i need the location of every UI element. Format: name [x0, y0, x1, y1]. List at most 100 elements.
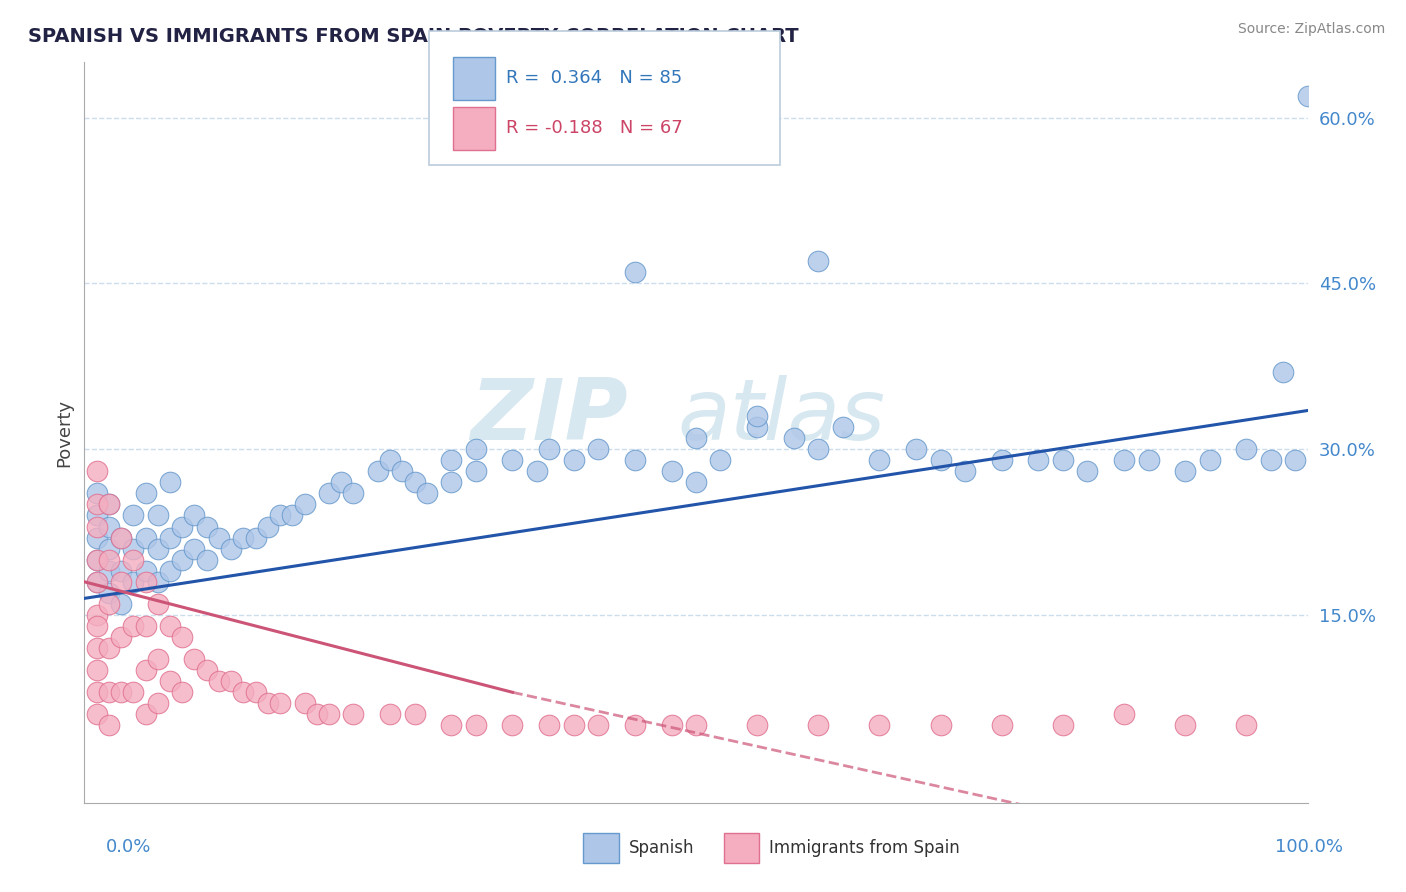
Text: R = -0.188   N = 67: R = -0.188 N = 67: [506, 120, 683, 137]
Point: [135, 619, 157, 633]
Point: [869, 718, 891, 732]
Point: [929, 453, 952, 467]
Point: [624, 265, 647, 279]
Point: [807, 718, 830, 732]
Point: [172, 630, 194, 644]
Point: [586, 718, 609, 732]
Point: [208, 674, 231, 689]
Point: [110, 574, 132, 589]
Point: [416, 486, 439, 500]
Point: [245, 531, 267, 545]
Point: [502, 718, 524, 732]
Point: [110, 531, 132, 545]
Point: [97, 498, 120, 512]
Point: [159, 475, 181, 490]
Point: [97, 564, 120, 578]
Point: [135, 707, 157, 722]
Point: [135, 486, 157, 500]
Point: [172, 552, 194, 566]
Point: [783, 431, 806, 445]
Point: [97, 641, 120, 656]
Point: [86, 486, 108, 500]
Point: [183, 541, 205, 556]
Point: [269, 697, 291, 711]
Point: [1236, 442, 1258, 457]
Point: [86, 552, 108, 566]
Point: [86, 574, 108, 589]
Point: [122, 619, 145, 633]
Point: [1137, 453, 1160, 467]
Point: [1296, 88, 1319, 103]
Point: [502, 453, 524, 467]
Point: [526, 464, 548, 478]
Point: [183, 652, 205, 666]
Point: [110, 685, 132, 699]
Point: [159, 531, 181, 545]
Point: [122, 574, 145, 589]
Point: [195, 519, 218, 533]
Point: [807, 442, 830, 457]
Point: [86, 464, 108, 478]
Point: [135, 531, 157, 545]
Point: [538, 442, 561, 457]
Point: [86, 531, 108, 545]
Point: [342, 707, 364, 722]
Point: [391, 464, 413, 478]
Point: [1174, 718, 1197, 732]
Point: [1236, 718, 1258, 732]
Point: [86, 685, 108, 699]
Point: [257, 519, 280, 533]
Point: [195, 552, 218, 566]
Point: [318, 707, 340, 722]
Point: [562, 453, 585, 467]
Point: [110, 564, 132, 578]
Point: [440, 718, 463, 732]
Text: SPANISH VS IMMIGRANTS FROM SPAIN POVERTY CORRELATION CHART: SPANISH VS IMMIGRANTS FROM SPAIN POVERTY…: [28, 27, 799, 45]
Point: [257, 697, 280, 711]
Point: [1052, 453, 1074, 467]
Point: [86, 641, 108, 656]
Point: [97, 519, 120, 533]
Point: [991, 718, 1014, 732]
Point: [135, 663, 157, 677]
Point: [342, 486, 364, 500]
Point: [86, 574, 108, 589]
Point: [1198, 453, 1220, 467]
Point: [747, 718, 769, 732]
Point: [172, 519, 194, 533]
Point: [159, 674, 181, 689]
Point: [86, 619, 108, 633]
Point: [991, 453, 1014, 467]
Point: [464, 718, 486, 732]
Point: [97, 718, 120, 732]
Point: [97, 597, 120, 611]
Text: Immigrants from Spain: Immigrants from Spain: [769, 839, 960, 857]
Point: [464, 442, 486, 457]
Point: [929, 718, 952, 732]
Point: [305, 707, 328, 722]
Point: [86, 552, 108, 566]
Point: [1076, 464, 1098, 478]
Point: [183, 508, 205, 523]
Point: [624, 718, 647, 732]
Point: [122, 508, 145, 523]
Point: [1114, 453, 1136, 467]
Point: [747, 409, 769, 423]
Point: [97, 552, 120, 566]
Point: [245, 685, 267, 699]
Point: [294, 498, 316, 512]
Point: [562, 718, 585, 732]
Point: [294, 697, 316, 711]
Point: [86, 508, 108, 523]
Point: [122, 685, 145, 699]
Point: [1052, 718, 1074, 732]
Point: [404, 475, 426, 490]
Point: [709, 453, 731, 467]
Point: [905, 442, 928, 457]
Point: [146, 508, 169, 523]
Point: [219, 541, 242, 556]
Point: [464, 464, 486, 478]
Point: [146, 597, 169, 611]
Point: [624, 453, 647, 467]
Point: [159, 619, 181, 633]
